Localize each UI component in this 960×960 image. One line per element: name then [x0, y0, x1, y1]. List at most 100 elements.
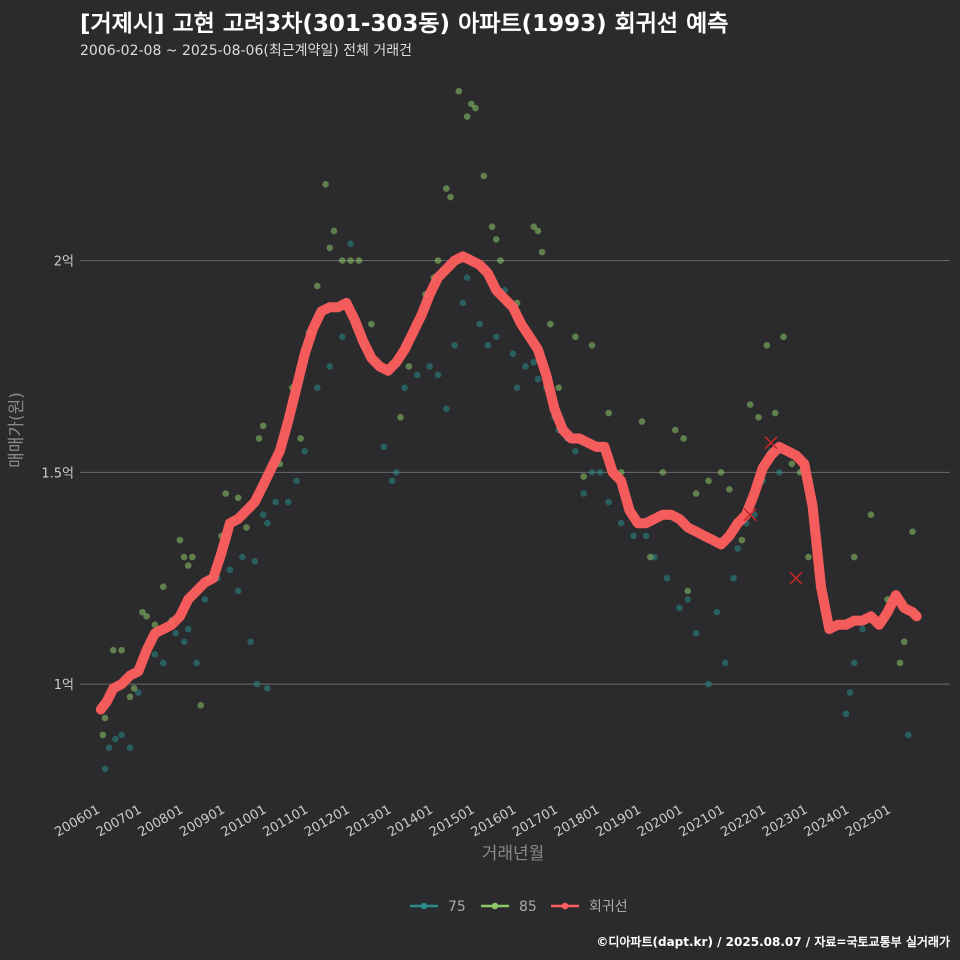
x-tick-label: 201701 [510, 802, 560, 840]
data-point [368, 320, 375, 328]
x-tick-label: 200601 [52, 802, 102, 840]
x-tick-label: 202501 [843, 802, 893, 840]
data-point [476, 320, 483, 328]
data-point [322, 181, 329, 188]
data-point [676, 604, 683, 612]
y-tick-label: 1.5억 [41, 466, 74, 481]
x-tick-label: 202301 [760, 802, 810, 840]
data-point [663, 574, 671, 582]
data-point [492, 236, 500, 243]
data-point [896, 659, 904, 667]
data-point [646, 553, 654, 561]
data-point [734, 545, 742, 552]
data-point [455, 87, 463, 95]
data-point [671, 426, 679, 434]
data-point [463, 113, 471, 120]
data-point [842, 710, 850, 718]
data-point [588, 341, 596, 349]
cross-marker [789, 571, 803, 585]
data-point [393, 469, 400, 476]
y-tick-labels: 1억 1.5억 2억 [41, 255, 74, 694]
data-point [580, 490, 587, 497]
x-tick-label: 201501 [427, 802, 477, 840]
data-point [451, 341, 458, 349]
data-point [180, 638, 188, 646]
data-point [105, 744, 113, 751]
data-point [118, 646, 125, 654]
data-point [534, 375, 542, 383]
legend-label: 85 [519, 899, 537, 915]
data-point [397, 413, 404, 421]
data-point [597, 469, 604, 476]
data-point [264, 685, 271, 692]
data-point [717, 469, 725, 476]
data-point [705, 680, 712, 688]
data-point [447, 193, 454, 201]
data-point [900, 638, 908, 646]
data-point [259, 511, 267, 519]
legend-marker [491, 902, 499, 910]
x-tick-label: 201201 [302, 802, 352, 840]
legend-label: 75 [448, 899, 466, 915]
data-point [492, 333, 500, 341]
x-tick-label: 200901 [177, 802, 227, 840]
data-point [713, 608, 721, 616]
data-point [222, 490, 229, 497]
x-axis-title: 거래년월 [482, 844, 545, 864]
data-point [776, 469, 783, 476]
data-point [588, 469, 596, 476]
x-tick-labels: 2006012007012008012009012010012011012012… [52, 802, 893, 840]
data-point [547, 320, 554, 328]
data-point [572, 333, 579, 341]
legend-label: 회귀선 [589, 899, 628, 915]
data-point [380, 443, 388, 451]
data-point [534, 227, 542, 235]
data-point [326, 363, 334, 370]
data-point [326, 244, 334, 252]
legend-marker [561, 902, 569, 910]
data-point [259, 422, 267, 430]
data-point [443, 185, 450, 192]
legend: 75 85 회귀선 [410, 899, 628, 915]
data-point [805, 553, 812, 561]
data-point [530, 223, 538, 231]
data-point [338, 333, 346, 341]
data-point [846, 689, 854, 696]
data-point [580, 473, 587, 480]
data-point [538, 248, 546, 256]
y-axis-title: 매매가(원) [7, 392, 27, 468]
cross-marker [743, 508, 757, 522]
data-point [721, 659, 729, 667]
x-tick-label: 201801 [552, 802, 602, 840]
cross-marker [764, 436, 778, 450]
data-point [859, 625, 866, 633]
data-point [272, 498, 279, 506]
x-tick-label: 201601 [469, 802, 519, 840]
data-point [234, 494, 242, 502]
data-point [738, 536, 746, 544]
y-tick-label: 2억 [54, 255, 74, 270]
data-point [572, 447, 579, 455]
data-point [301, 447, 309, 455]
data-point [659, 469, 667, 476]
regression-layer [95, 251, 922, 715]
data-point [293, 477, 300, 485]
data-point [401, 384, 408, 391]
data-point [484, 341, 492, 349]
data-point [434, 371, 442, 379]
data-point [151, 621, 159, 629]
grid-lines [80, 260, 950, 685]
data-point [180, 553, 188, 561]
data-point [497, 257, 504, 264]
data-point [264, 519, 271, 527]
regression-line [95, 251, 922, 715]
data-point [110, 646, 117, 654]
data-point [730, 574, 737, 582]
chart-subtitle: 2006-02-08 ~ 2025-08-06(최근계약일) 전체 거래건 [80, 43, 412, 59]
data-point [909, 528, 916, 535]
data-point [338, 257, 346, 264]
data-point [243, 524, 250, 531]
scatter-points [99, 87, 920, 773]
data-point [413, 371, 421, 379]
